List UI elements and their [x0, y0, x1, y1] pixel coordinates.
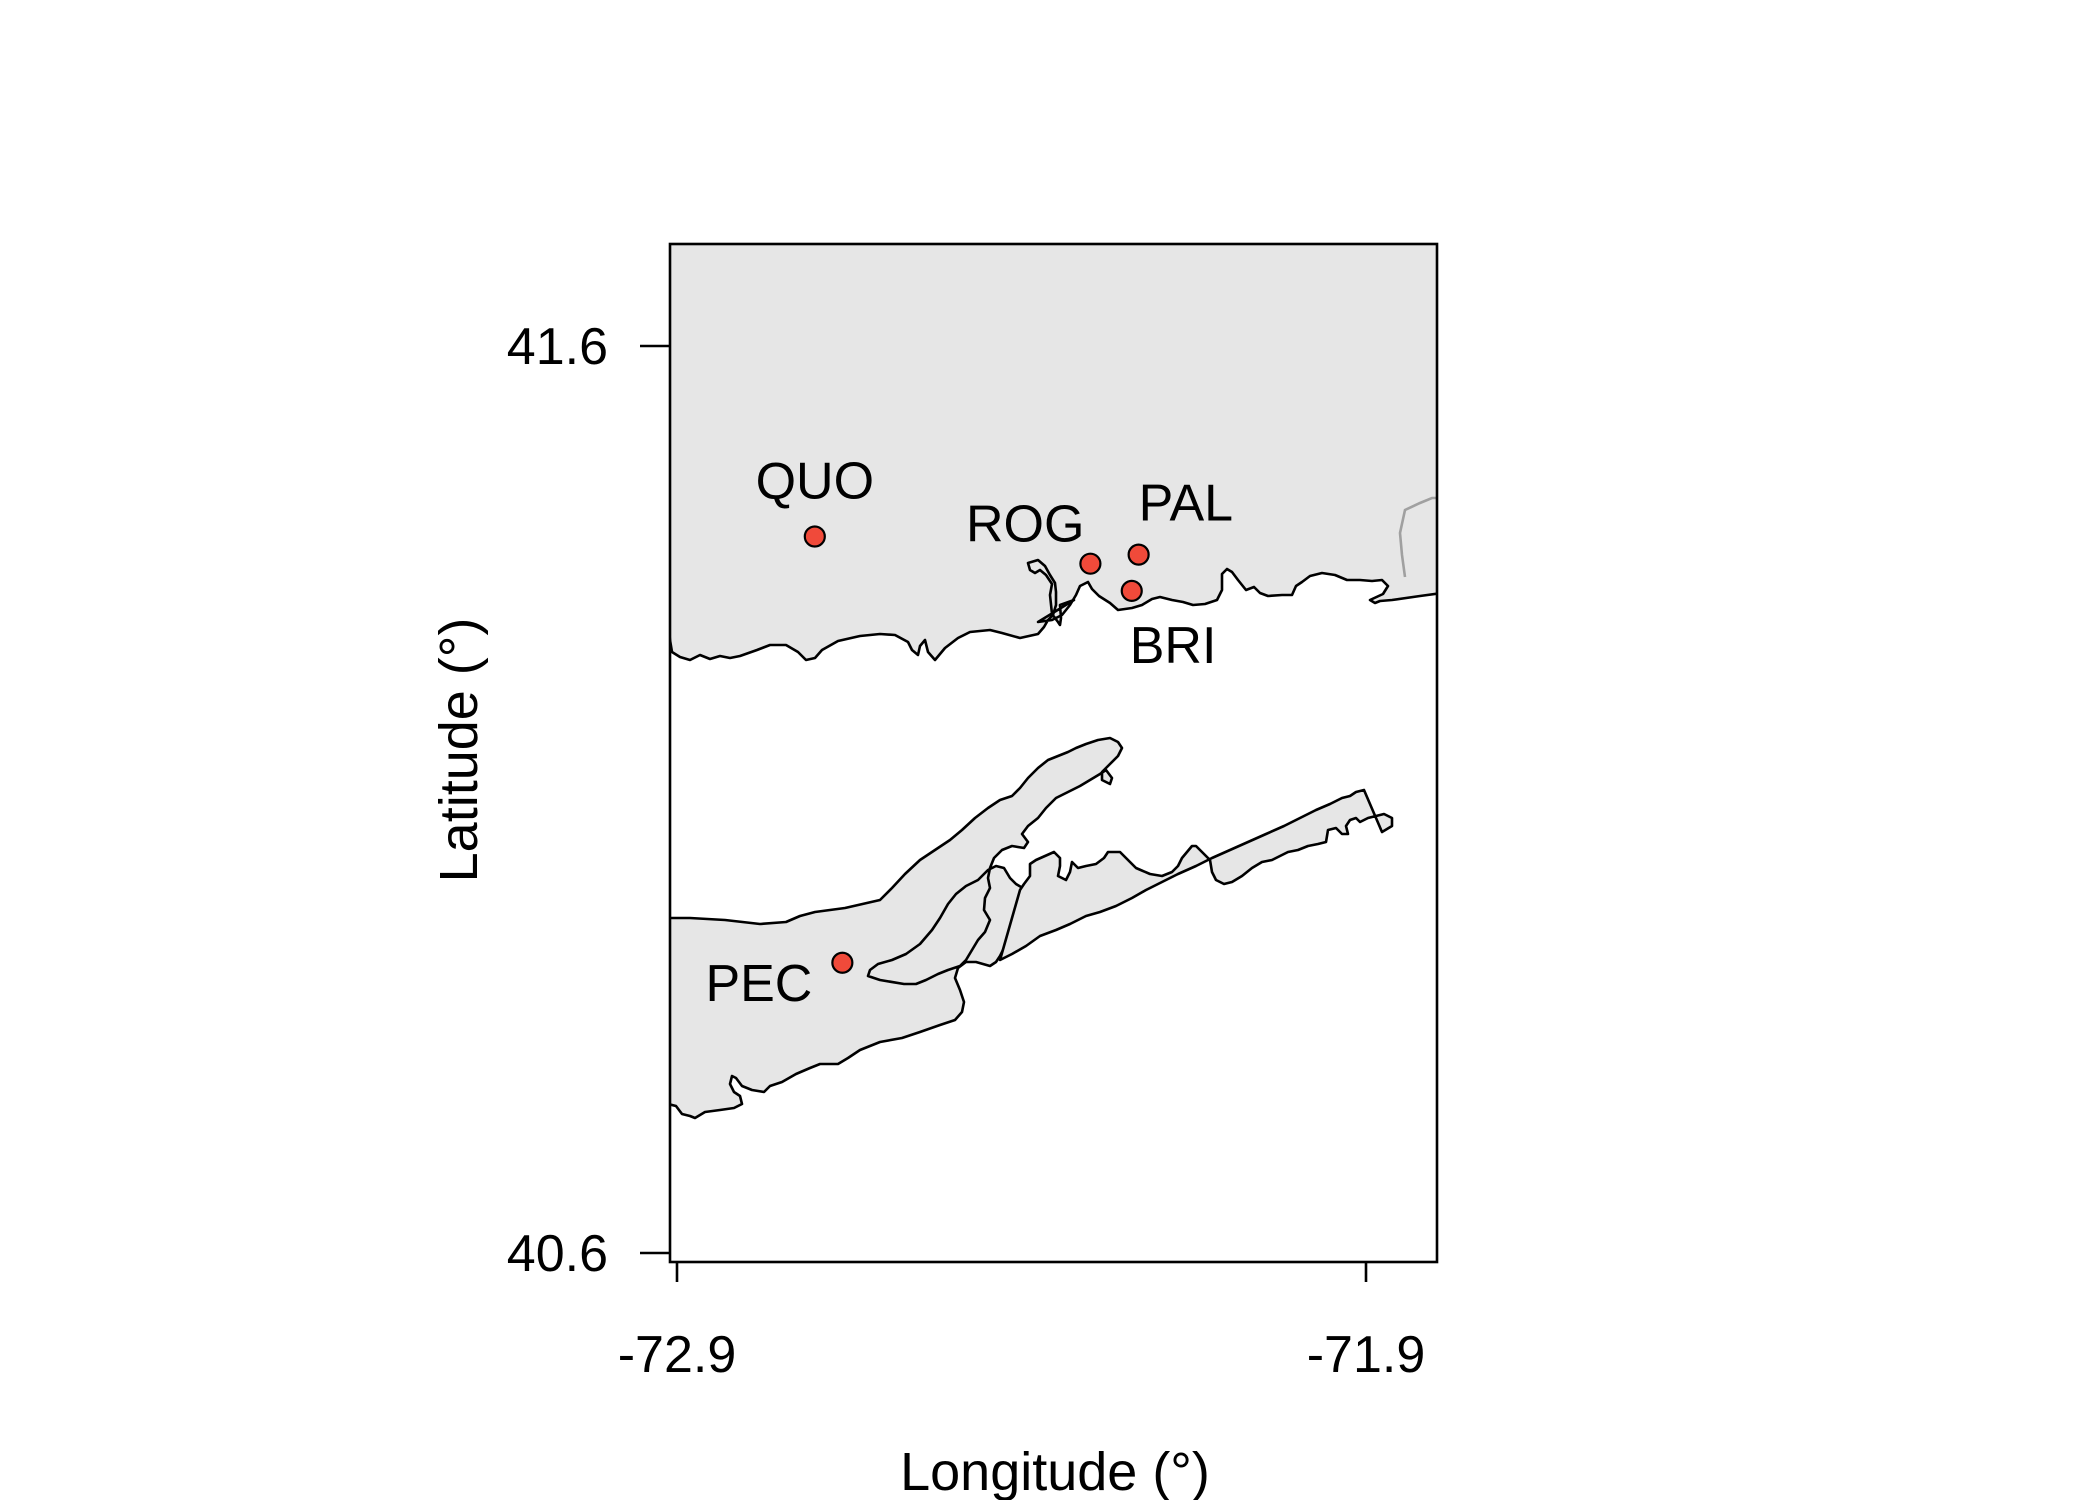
map-land-layer	[670, 244, 1437, 1120]
y-axis: 41.6 40.6	[507, 318, 670, 1283]
x-tick-label-1: -71.9	[1307, 1326, 1426, 1384]
site-point-pec[interactable]	[831, 951, 854, 974]
site-point-quo[interactable]	[803, 525, 826, 548]
state-border-line	[1398, 496, 1437, 578]
x-axis-title: Longitude (°)	[900, 1442, 1210, 1500]
site-label-quo: QUO	[756, 452, 874, 510]
site-point-rog[interactable]	[1079, 552, 1102, 575]
site-label-pec: PEC	[705, 955, 812, 1013]
x-axis: -72.9 -71.9	[618, 1262, 1426, 1384]
site-label-rog: ROG	[966, 496, 1084, 554]
site-point-pal[interactable]	[1127, 543, 1150, 566]
site-point-bri[interactable]	[1120, 579, 1143, 602]
y-tick-label-0: 41.6	[507, 318, 608, 376]
site-label-pal: PAL	[1139, 475, 1233, 533]
long-island	[670, 736, 1124, 1120]
y-tick-label-1: 40.6	[507, 1225, 608, 1283]
mainland-connecticut	[670, 244, 1437, 662]
y-axis-title: Latitude (°)	[429, 618, 489, 883]
x-tick-label-0: -72.9	[618, 1326, 737, 1384]
map-frame	[668, 242, 1439, 1264]
sites-layer: QUO ROG PAL BRI PEC	[705, 452, 1233, 1012]
site-label-bri: BRI	[1130, 617, 1217, 675]
long-island-south-fork	[998, 788, 1394, 962]
